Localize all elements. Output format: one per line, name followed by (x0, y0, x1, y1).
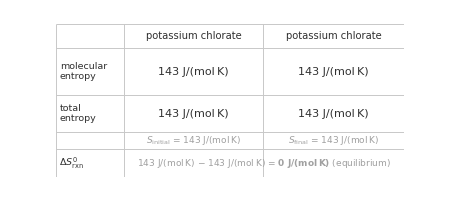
Text: 143 J/(mol K): 143 J/(mol K) (158, 109, 229, 119)
Text: potassium chlorate: potassium chlorate (286, 31, 382, 41)
Text: potassium chlorate: potassium chlorate (146, 31, 242, 41)
Text: 143 J/(mol K): 143 J/(mol K) (298, 67, 369, 77)
Text: 143 J/(mol K) − 143 J/(mol K) = $\mathbf{0\ J/(mol\,K)}$ (equilibrium): 143 J/(mol K) − 143 J/(mol K) = $\mathbf… (137, 157, 391, 170)
Text: $\Delta S^0_{\rm rxn}$: $\Delta S^0_{\rm rxn}$ (59, 156, 84, 171)
Text: $S_{\rm initial}$ = 143 J/(mol K): $S_{\rm initial}$ = 143 J/(mol K) (146, 134, 241, 147)
Text: molecular
entropy: molecular entropy (60, 62, 107, 81)
Text: $S_{\rm final}$ = 143 J/(mol K): $S_{\rm final}$ = 143 J/(mol K) (288, 134, 379, 147)
Text: total
entropy: total entropy (60, 104, 97, 123)
Text: 143 J/(mol K): 143 J/(mol K) (298, 109, 369, 119)
Text: 143 J/(mol K): 143 J/(mol K) (158, 67, 229, 77)
